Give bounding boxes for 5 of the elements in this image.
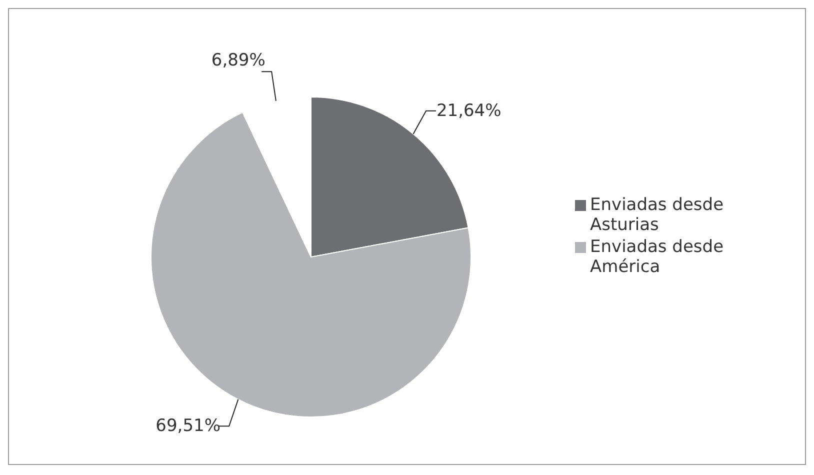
data-label: 69,51% [156, 416, 221, 436]
legend-label: Enviadas desde América [590, 236, 725, 276]
legend-label: Enviadas desde Asturias [590, 194, 725, 234]
data-label: 6,89% [211, 50, 266, 71]
data-label: 21,64% [436, 100, 502, 121]
